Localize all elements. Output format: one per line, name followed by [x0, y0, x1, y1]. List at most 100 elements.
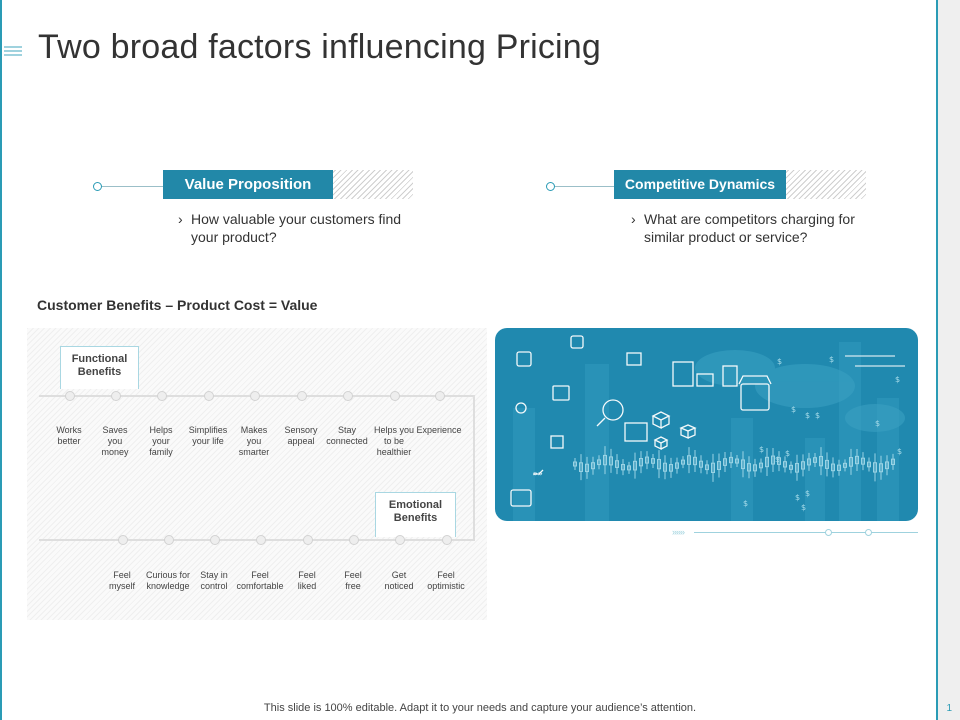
footer-note: This slide is 100% editable. Adapt it to…: [263, 702, 697, 714]
functional-item-line: Sensory: [284, 425, 318, 435]
emotional-item-line: free: [345, 581, 361, 591]
functional-node: [297, 391, 307, 401]
functional-item-line: Helps: [149, 425, 173, 435]
candlestick-body: [663, 462, 667, 472]
candlestick-body: [861, 457, 865, 465]
candlestick-body: [885, 461, 889, 470]
dollar-icon: $: [895, 375, 900, 384]
candlestick-body: [825, 459, 829, 469]
candlestick-body: [783, 461, 787, 468]
functional-item-label: Saves you money: [90, 425, 140, 458]
candlestick-body: [639, 458, 643, 467]
pricing-business-illustration-icon: $ $$$$$$$$ $$ $$ $$ »»: [510, 335, 905, 521]
emotional-item-line: Stay in: [200, 570, 228, 580]
decorative-line: [694, 532, 918, 533]
emotional-item-line: liked: [297, 581, 317, 591]
candlestick-body: [867, 461, 871, 468]
candlestick-body: [627, 465, 631, 471]
connector-line: [555, 186, 617, 187]
functional-item-line: appeal: [287, 436, 315, 446]
candlestick-body: [855, 455, 859, 465]
functional-item-line: Works: [56, 425, 82, 435]
dollar-icon: $: [795, 493, 800, 502]
emotional-node: [164, 535, 174, 545]
emotional-label-line2: Benefits: [393, 512, 438, 524]
emotional-item-line: myself: [108, 581, 135, 591]
candlestick-body: [747, 463, 751, 472]
emotional-item-line: Curious for: [145, 570, 190, 580]
emotional-node: [395, 535, 405, 545]
chevron-right-icon: ›: [631, 211, 636, 227]
decorative-dot: [825, 529, 832, 536]
candlestick-body: [633, 460, 637, 471]
factor-description: › What are competitors charging for simi…: [631, 210, 871, 246]
emotional-item-line: Feel: [251, 570, 269, 580]
functional-item-label: Helps you to be healthier: [369, 425, 419, 458]
functional-item-label: Stay connected: [322, 425, 372, 447]
candlestick-body: [621, 464, 625, 471]
factor-label: Value Proposition: [163, 170, 333, 199]
candlestick-body: [687, 455, 691, 465]
emotional-item-line: noticed: [384, 581, 414, 591]
emotional-item-line: optimistic: [427, 581, 465, 591]
functional-label-line2: Benefits: [77, 366, 122, 378]
candlestick-body: [795, 462, 799, 473]
emotional-item-line: control: [200, 581, 228, 591]
candlestick-body: [741, 459, 745, 470]
candlestick-body: [843, 462, 847, 468]
factor-label: Competitive Dynamics: [614, 170, 786, 199]
emotional-node: [118, 535, 128, 545]
candlestick-body: [681, 459, 685, 465]
functional-item-line: Saves: [102, 425, 128, 435]
candlestick-body: [819, 455, 823, 467]
emotional-item-line: comfortable: [236, 581, 284, 591]
factor-description-text: How valuable your customers find your pr…: [191, 211, 402, 245]
emotional-item-label: Feel myself: [97, 570, 147, 592]
candlestick-body: [711, 462, 715, 474]
emotional-item-line: Feel: [113, 570, 131, 580]
functional-item-line: your life: [192, 436, 224, 446]
dollar-icon: $: [759, 445, 764, 454]
functional-item-line: you: [246, 436, 262, 446]
candlestick-body: [657, 458, 661, 470]
candlestick-body: [699, 460, 703, 468]
candlestick-body: [645, 456, 649, 464]
functional-node: [435, 391, 445, 401]
page-title: Two broad factors influencing Pricing: [38, 28, 602, 66]
menu-lines-icon: [4, 46, 22, 58]
emotional-node: [303, 535, 313, 545]
candlestick-body: [705, 464, 709, 471]
functional-item-label: Simplifies your life: [183, 425, 233, 447]
functional-node: [390, 391, 400, 401]
emotional-node: [256, 535, 266, 545]
chevrons-right-icon: »»: [533, 469, 543, 478]
candlestick-body: [603, 454, 607, 466]
functional-node: [204, 391, 214, 401]
emotional-item-label: Feel optimistic: [421, 570, 471, 592]
emotional-item-label: Curious for knowledge: [143, 570, 193, 592]
connector-dot: [93, 182, 102, 191]
page-number: 1: [946, 703, 952, 714]
factor-description: › How valuable your customers find your …: [178, 210, 418, 246]
emotional-item-label: Feel comfortable: [235, 570, 285, 592]
functional-node: [65, 391, 75, 401]
candlestick-body: [579, 462, 583, 472]
candlestick-body: [651, 458, 655, 464]
chevron-right-icon: ›: [178, 211, 183, 227]
functional-benefits-label: Functional Benefits: [60, 346, 139, 389]
dollar-icon: $: [805, 489, 810, 498]
candlestick-body: [669, 464, 673, 472]
candlestick-body: [723, 458, 727, 466]
functional-label-line1: Functional: [71, 353, 128, 365]
candlestick-body: [879, 463, 883, 473]
candlestick-body: [753, 464, 757, 472]
functional-node: [157, 391, 167, 401]
functional-item-line: Experience: [416, 425, 462, 435]
dollar-icon: $: [805, 411, 810, 420]
functional-node: [343, 391, 353, 401]
emotional-node: [210, 535, 220, 545]
candlestick-body: [831, 463, 835, 472]
functional-item-line: Stay: [337, 425, 356, 435]
candlestick-body: [717, 461, 721, 471]
dollar-icon: $: [775, 455, 780, 464]
